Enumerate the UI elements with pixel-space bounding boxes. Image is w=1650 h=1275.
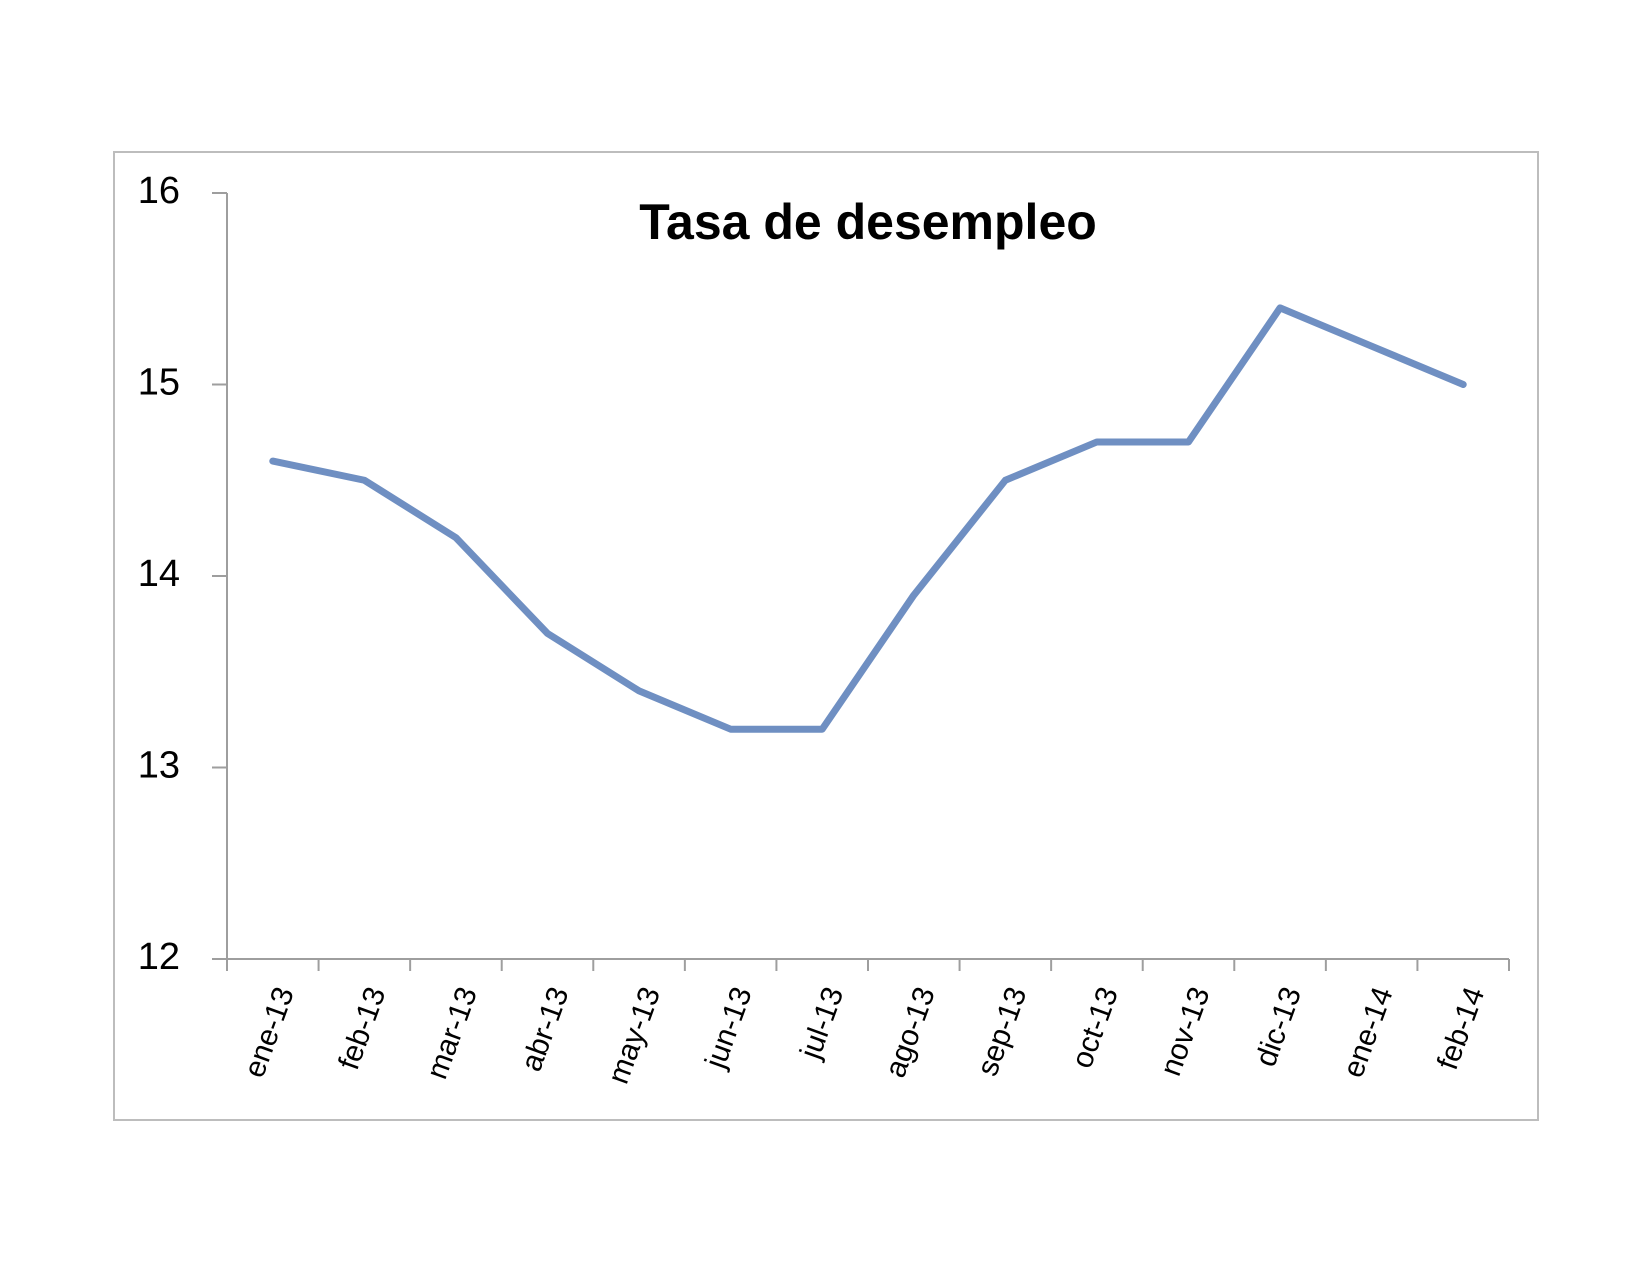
y-tick-label: 12 <box>138 936 180 978</box>
chart-title: Tasa de desempleo <box>639 194 1097 250</box>
y-tick-label: 16 <box>138 170 180 212</box>
y-tick-label: 14 <box>138 553 180 595</box>
y-tick-label: 15 <box>138 362 180 404</box>
chart-frame <box>113 151 1539 1121</box>
line-series <box>269 304 1467 733</box>
y-tick-label: 13 <box>138 745 180 787</box>
